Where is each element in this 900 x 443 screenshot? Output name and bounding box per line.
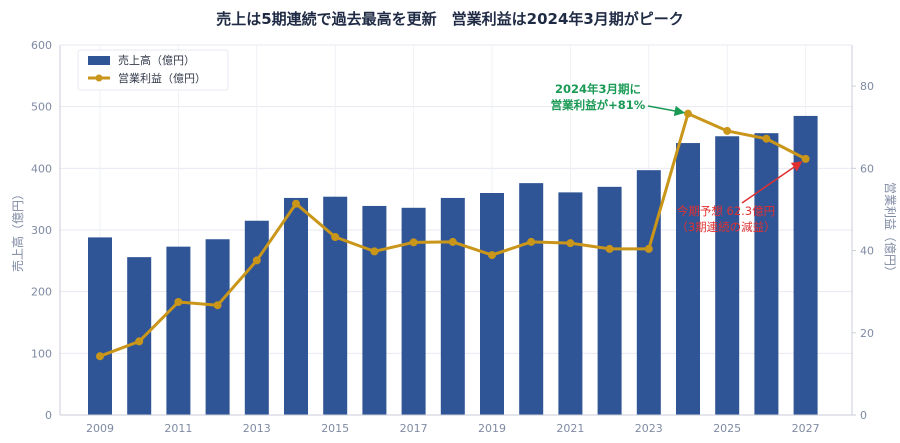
- bar: [558, 192, 583, 415]
- bar: [127, 257, 152, 415]
- bar: [88, 237, 112, 415]
- line-point: [488, 251, 496, 260]
- line-point: [409, 238, 418, 247]
- y-right-tick-label: 0: [860, 409, 867, 422]
- bar: [205, 239, 230, 415]
- line-point: [605, 244, 614, 253]
- annotation-arrow: [741, 161, 803, 204]
- x-tick-label: 2019: [478, 422, 506, 435]
- x-tick-label: 2025: [713, 422, 741, 435]
- x-tick-label: 2027: [792, 422, 820, 435]
- x-tick-label: 2023: [635, 422, 663, 435]
- legend-swatch-marker: [95, 74, 103, 82]
- y-left-axis-label: 売上高（億円）: [10, 188, 25, 272]
- y-left-tick-label: 500: [31, 101, 52, 114]
- y-left-tick-label: 100: [31, 347, 52, 360]
- y-right-tick-label: 40: [860, 245, 874, 258]
- line-point: [135, 337, 144, 346]
- y-right-tick-label: 60: [860, 162, 874, 175]
- line-point: [762, 134, 771, 143]
- annotation-text: 2024年3月期に: [555, 82, 641, 96]
- bar: [440, 197, 465, 415]
- line-point: [331, 232, 340, 241]
- bar: [480, 193, 504, 415]
- annotation-text: 営業利益が+81%: [551, 98, 646, 112]
- x-tick-label: 2017: [400, 422, 428, 435]
- line-series: [96, 109, 810, 361]
- legend: 売上高（億円） 営業利益（億円）: [77, 49, 229, 91]
- line-point: [370, 247, 379, 256]
- bar: [597, 186, 622, 415]
- y-right-axis-label: 営業利益（億円）: [883, 182, 897, 278]
- bar: [676, 143, 700, 416]
- legend-label-bar: 売上高（億円）: [118, 53, 195, 67]
- bar: [284, 197, 308, 415]
- bar: [715, 136, 740, 415]
- x-tick-label: 2015: [321, 422, 349, 435]
- y-left-tick-label: 300: [31, 224, 52, 237]
- bar: [519, 183, 544, 415]
- y-left-tick-label: 0: [45, 409, 52, 422]
- bar: [362, 205, 387, 415]
- annotation-text: （3期連続の減益）: [676, 220, 775, 234]
- bar: [636, 170, 661, 415]
- line-point: [527, 237, 536, 246]
- y-left-tick-label: 200: [31, 286, 52, 299]
- y-right-tick-label: 20: [860, 327, 874, 340]
- line-point: [252, 256, 261, 265]
- line-point: [644, 244, 653, 253]
- line-point: [213, 301, 222, 310]
- line-point: [723, 126, 732, 135]
- x-tick-label: 2011: [164, 422, 192, 435]
- legend-swatch-bar: [88, 56, 110, 65]
- legend-box: [77, 49, 229, 91]
- x-tick-label: 2009: [86, 422, 114, 435]
- annotation-text: 今期予想 62.3億円: [677, 204, 775, 218]
- y-left-tick-label: 600: [31, 39, 52, 52]
- bar-series: [88, 115, 818, 416]
- x-tick-label: 2021: [556, 422, 584, 435]
- legend-label-line: 営業利益（億円）: [118, 71, 206, 85]
- chart-title: 売上は5期連続で過去最高を更新 営業利益は2024年3月期がピーク: [216, 10, 684, 28]
- line-point: [566, 239, 575, 248]
- line-point: [684, 109, 692, 118]
- line-point: [174, 297, 183, 306]
- line-point: [292, 199, 300, 208]
- bar: [166, 246, 191, 415]
- line-point: [801, 154, 810, 163]
- y-left-tick-label: 400: [31, 162, 52, 175]
- line-point: [96, 352, 104, 361]
- y-right-tick-label: 80: [860, 80, 874, 93]
- x-tick-label: 2013: [243, 422, 271, 435]
- line-point: [448, 237, 457, 246]
- annotation-arrow: [647, 105, 686, 117]
- bar: [754, 133, 779, 415]
